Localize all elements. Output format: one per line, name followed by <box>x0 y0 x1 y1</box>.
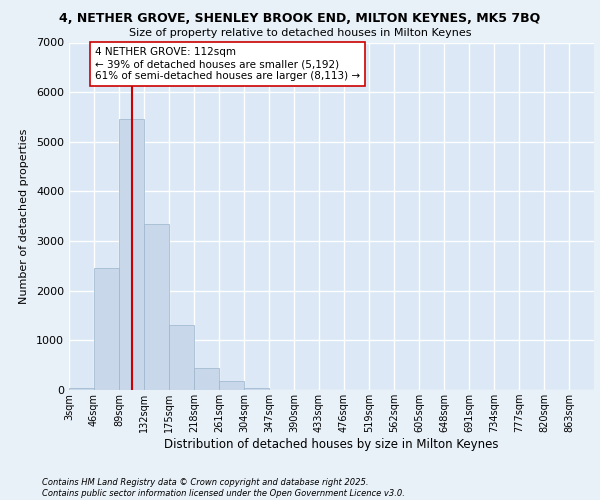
Bar <box>69 388 94 390</box>
Bar <box>169 326 194 390</box>
Y-axis label: Number of detached properties: Number of detached properties <box>19 128 29 304</box>
Bar <box>144 224 169 390</box>
Bar <box>94 268 119 390</box>
Text: Size of property relative to detached houses in Milton Keynes: Size of property relative to detached ho… <box>129 28 471 38</box>
Text: Contains HM Land Registry data © Crown copyright and database right 2025.
Contai: Contains HM Land Registry data © Crown c… <box>42 478 405 498</box>
Bar <box>194 368 219 390</box>
Bar <box>119 120 144 390</box>
Bar <box>219 381 244 390</box>
Bar <box>244 388 269 390</box>
Text: 4, NETHER GROVE, SHENLEY BROOK END, MILTON KEYNES, MK5 7BQ: 4, NETHER GROVE, SHENLEY BROOK END, MILT… <box>59 12 541 26</box>
Text: 4 NETHER GROVE: 112sqm
← 39% of detached houses are smaller (5,192)
61% of semi-: 4 NETHER GROVE: 112sqm ← 39% of detached… <box>95 48 360 80</box>
X-axis label: Distribution of detached houses by size in Milton Keynes: Distribution of detached houses by size … <box>164 438 499 451</box>
